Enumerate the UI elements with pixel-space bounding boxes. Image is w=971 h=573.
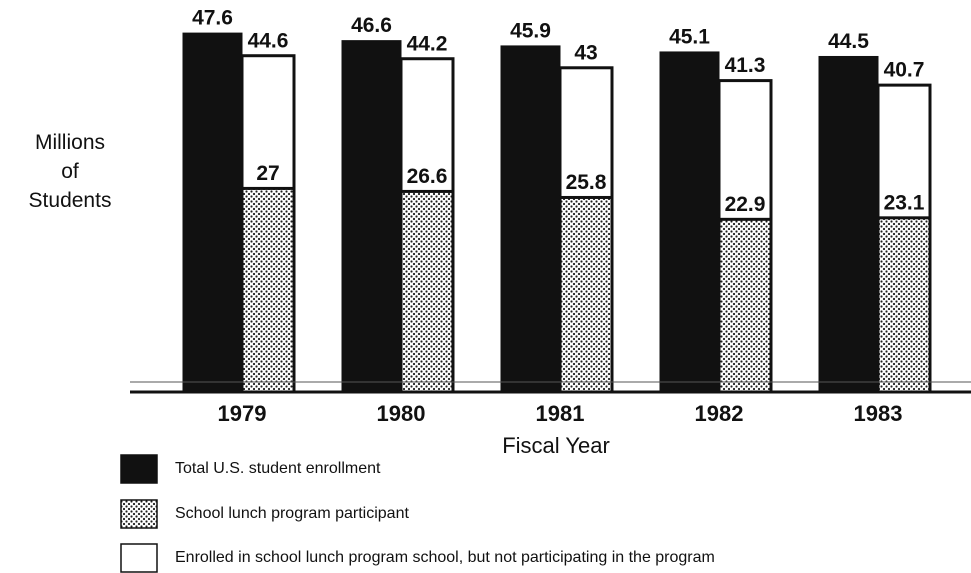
bar (399, 189, 455, 394)
bar (182, 32, 243, 393)
bar (240, 186, 296, 394)
value-label: 40.7 (884, 59, 925, 82)
value-label: 46.6 (351, 14, 392, 37)
y-axis-label: Millions of Students (29, 131, 112, 212)
bar (500, 45, 561, 393)
value-label: 44.2 (407, 32, 448, 55)
legend-label: Enrolled in school lunch program school,… (175, 549, 715, 566)
value-label: 44.6 (248, 29, 289, 52)
x-tick-label: 1982 (695, 401, 744, 426)
x-axis-label: Fiscal Year (502, 433, 610, 458)
x-tick-label: 1979 (218, 401, 267, 426)
bar (818, 55, 879, 393)
legend-label: Total U.S. student enrollment (175, 460, 381, 477)
bar (659, 51, 720, 393)
bar (341, 40, 402, 393)
bar (558, 195, 614, 394)
value-label: 44.5 (828, 30, 869, 53)
legend-label: School lunch program participant (175, 505, 409, 522)
x-tick-label: 1981 (536, 401, 585, 426)
x-tick-label: 1980 (377, 401, 426, 426)
x-tick-label: 1983 (854, 401, 903, 426)
value-label: 27 (256, 162, 279, 185)
value-label: 25.8 (566, 171, 607, 194)
value-label: 47.6 (192, 7, 233, 30)
bar (876, 216, 932, 394)
legend-swatch (120, 454, 158, 484)
value-label: 45.9 (510, 19, 551, 42)
bar (717, 217, 773, 394)
value-label: 22.9 (725, 193, 766, 216)
legend-swatch (120, 499, 158, 529)
value-label: 41.3 (725, 54, 766, 77)
value-label: 43 (574, 41, 597, 64)
value-label: 26.6 (407, 165, 448, 188)
value-label: 23.1 (884, 191, 925, 214)
legend-swatch (120, 543, 158, 573)
value-label: 45.1 (669, 25, 710, 48)
